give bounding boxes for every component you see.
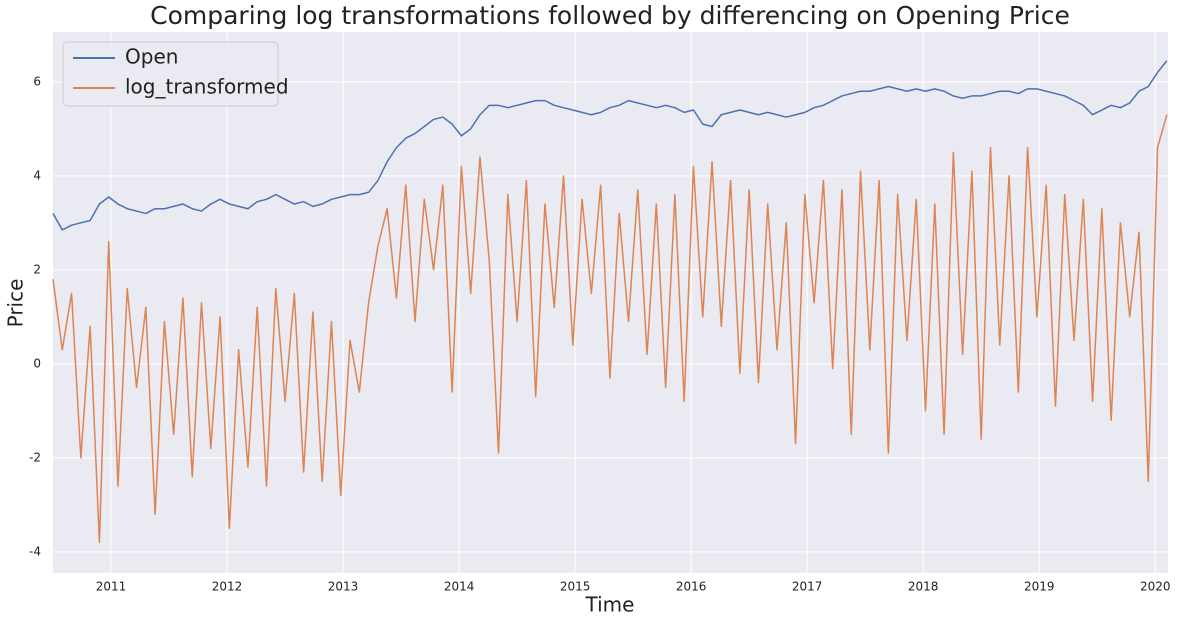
x-tick-label: 2015 [560,580,591,594]
x-tick-label: 2011 [96,580,127,594]
chart-title: Comparing log transformations followed b… [150,1,1070,30]
y-tick-label: 2 [33,262,41,276]
y-tick-label: 4 [33,168,41,182]
x-tick-label: 2014 [444,580,475,594]
x-tick-label: 2017 [792,580,823,594]
y-tick-label: -2 [29,450,41,464]
x-tick-label: 2020 [1140,580,1171,594]
x-tick-label: 2013 [328,580,359,594]
series-line [52,60,1168,231]
x-tick-label: 2016 [676,580,707,594]
x-axis-label: Time [585,593,635,617]
x-tick-label: 2012 [212,580,243,594]
x-tick-label: 2018 [908,580,939,594]
y-tick-label: 6 [33,74,41,88]
legend-label: Open [125,45,178,69]
y-tick-label: 0 [33,356,41,370]
x-tick-label: 2019 [1024,580,1055,594]
y-axis-label: Price [4,279,28,328]
series-line [52,114,1168,544]
legend-box [62,41,279,107]
legend-label: log_transformed [125,75,289,99]
plot-area [53,32,1168,573]
y-tick-label: -4 [29,544,41,558]
